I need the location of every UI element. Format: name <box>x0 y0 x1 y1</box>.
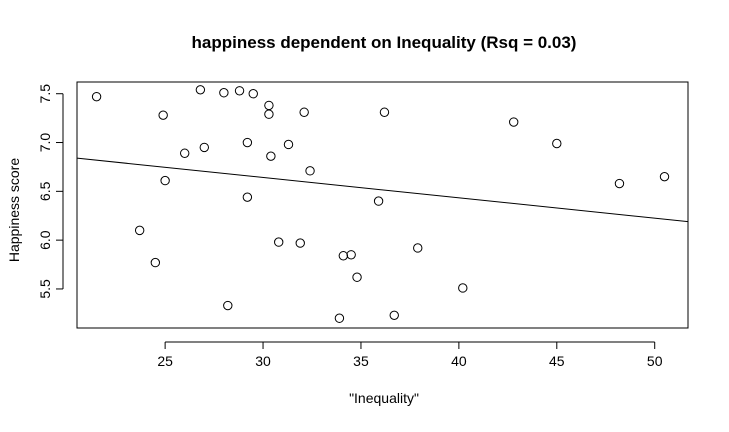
y-tick-label: 6.0 <box>37 230 53 250</box>
data-point <box>509 117 519 127</box>
data-point <box>295 238 305 248</box>
data-points <box>91 85 670 323</box>
x-tick-label: 25 <box>157 353 173 369</box>
data-point <box>223 300 233 311</box>
x-tick-label: 45 <box>549 353 565 369</box>
x-tick-label: 40 <box>451 353 467 369</box>
y-axis-label: Happiness score <box>6 158 22 262</box>
chart-title: happiness dependent on Inequality (Rsq =… <box>192 33 577 52</box>
data-point <box>91 91 102 102</box>
x-tick-label: 35 <box>353 353 369 369</box>
data-point <box>219 88 229 98</box>
data-point <box>180 148 190 158</box>
data-point <box>199 142 209 153</box>
data-point <box>346 250 356 260</box>
data-point <box>334 313 345 323</box>
data-point <box>158 110 168 120</box>
y-tick-label: 7.5 <box>37 84 53 104</box>
y-axis: 5.5 6.0 6.5 7.0 7.5 <box>37 84 64 299</box>
data-point <box>614 178 625 189</box>
data-point <box>274 237 284 247</box>
y-tick-label: 7.0 <box>37 133 53 153</box>
y-tick-label: 5.5 <box>37 279 53 299</box>
y-tick-label: 6.5 <box>37 181 53 201</box>
data-point <box>160 175 170 186</box>
x-axis-label: "Inequality" <box>349 390 419 406</box>
data-point <box>373 196 384 206</box>
plot-area-border <box>76 81 689 329</box>
data-point <box>305 166 315 176</box>
x-tick-label: 30 <box>255 353 271 369</box>
regression-line <box>76 157 689 223</box>
data-point <box>299 107 309 117</box>
data-point <box>264 100 274 111</box>
data-point <box>413 243 423 253</box>
data-point <box>389 310 399 321</box>
data-point <box>248 89 258 99</box>
data-point <box>195 85 206 95</box>
x-tick-label: 50 <box>647 353 663 369</box>
data-point <box>659 171 670 182</box>
data-point <box>242 192 253 202</box>
data-point <box>283 139 294 150</box>
data-point <box>266 151 276 161</box>
data-point <box>134 225 145 236</box>
data-point <box>352 272 362 282</box>
data-point <box>458 283 468 293</box>
data-point <box>150 257 161 268</box>
data-point <box>234 86 245 96</box>
data-point <box>552 138 562 149</box>
data-point <box>379 107 390 117</box>
data-point <box>242 137 253 148</box>
x-axis: 25 30 35 40 45 50 <box>157 341 663 369</box>
data-point <box>264 109 274 119</box>
data-point <box>338 251 349 261</box>
